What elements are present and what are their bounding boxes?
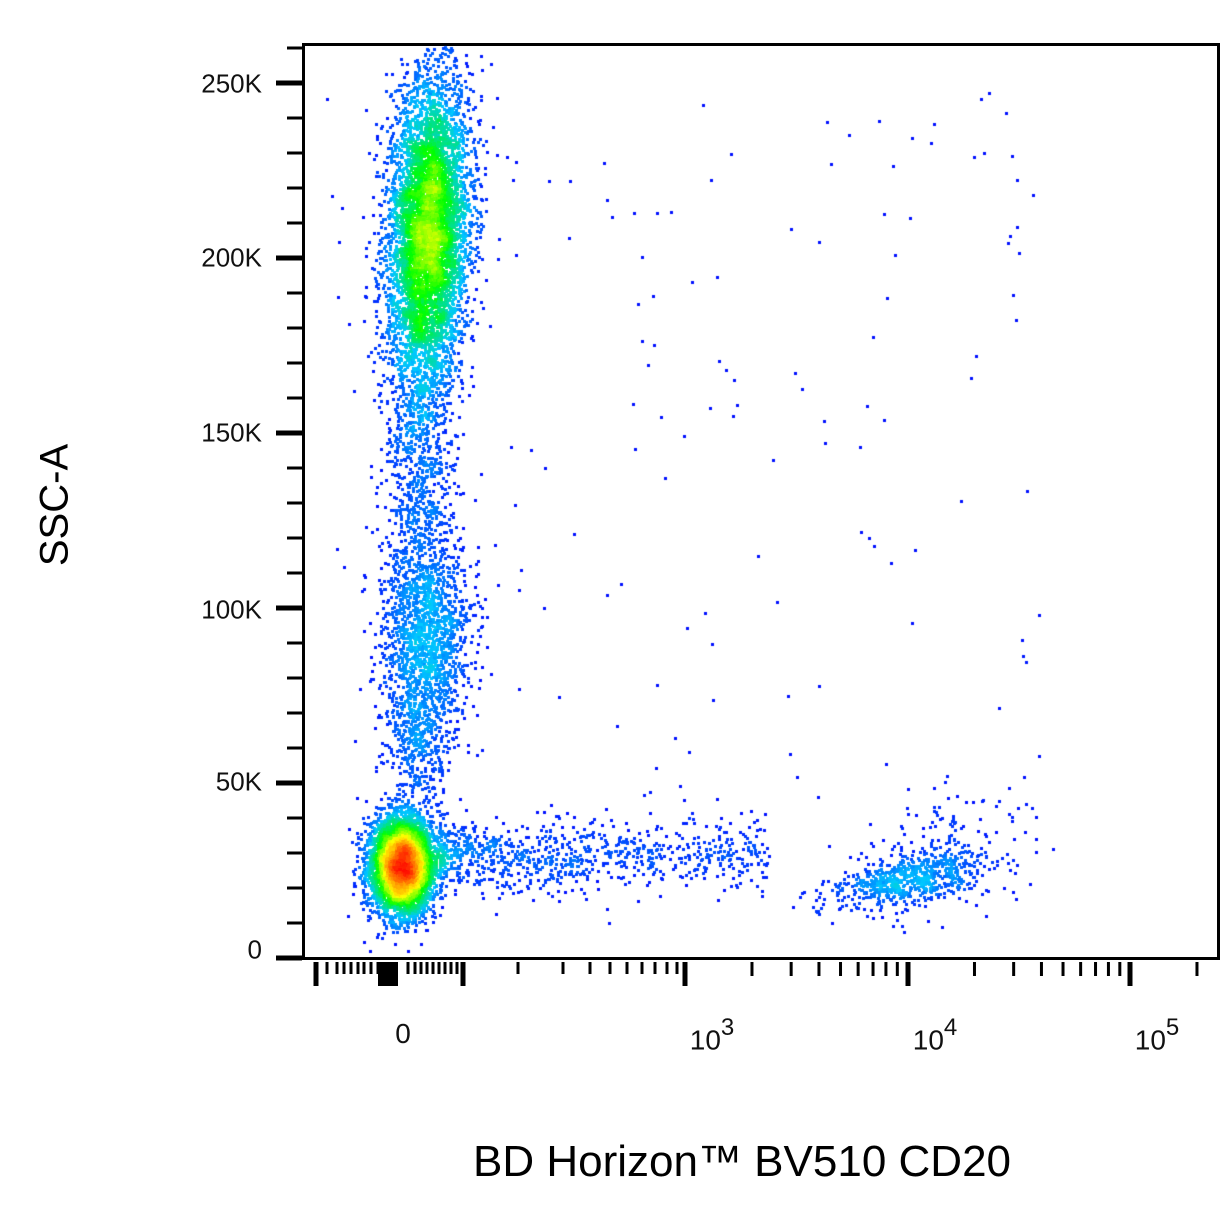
density-dot-plot (302, 43, 1220, 960)
y-tick-label-200k: 200K (201, 242, 262, 273)
x-axis-title: BD Horizon™ BV510 CD20 (472, 1137, 1012, 1186)
x-tick-exponent: 3 (720, 1014, 735, 1041)
y-axis-title: SSC-A (32, 443, 77, 567)
y-tick-label-250k: 250K (201, 68, 262, 99)
y-tick-label-150k: 150K (201, 417, 262, 448)
x-tick-base: 10 (912, 1024, 944, 1056)
x-tick-label-10e4: 104 (912, 1014, 958, 1056)
y-tick-label-50k: 50K (215, 766, 262, 797)
x-tick-base: 10 (1134, 1024, 1166, 1056)
y-tick-label-100k: 100K (201, 594, 262, 625)
x-tick-label-0: 0 (395, 1018, 411, 1050)
y-tick-label-0: 0 (247, 934, 262, 965)
x-tick-label-10e5: 105 (1134, 1014, 1180, 1056)
x-tick-exponent: 5 (1165, 1014, 1180, 1041)
x-tick-base: 0 (395, 1018, 411, 1049)
x-tick-label-10e3: 103 (689, 1014, 735, 1056)
x-tick-exponent: 4 (943, 1014, 958, 1041)
x-tick-base: 10 (689, 1024, 721, 1056)
